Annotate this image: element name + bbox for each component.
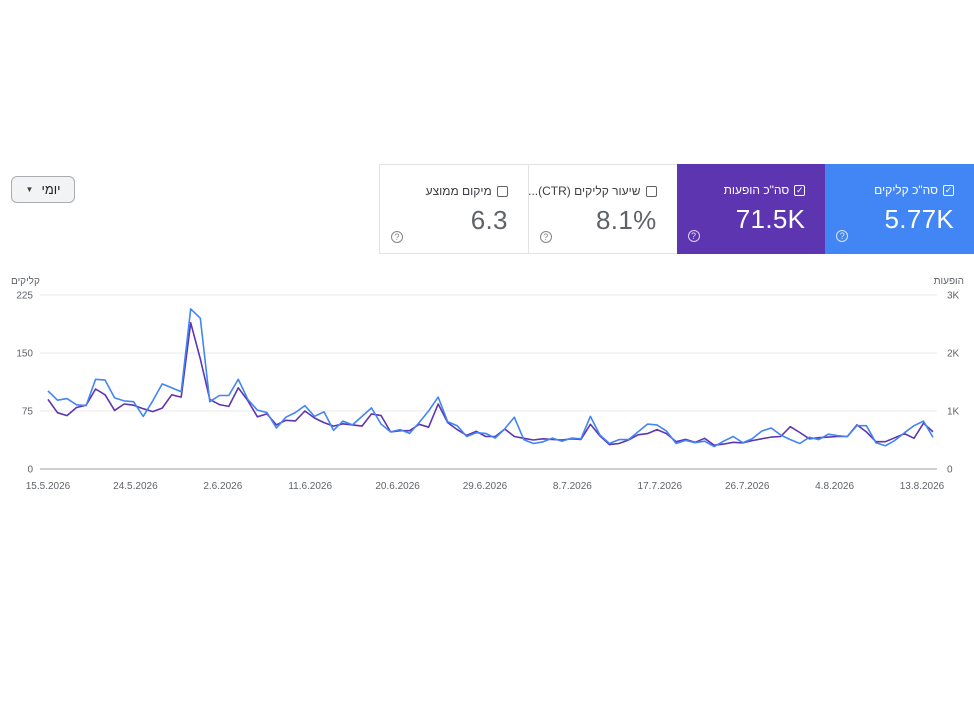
left-tick-label: 75 — [22, 407, 34, 418]
impressions-label: סה"כ הופעות — [723, 183, 790, 197]
period-dropdown-label: יומי — [41, 182, 61, 197]
left-axis-title: קליקים — [11, 276, 40, 287]
performance-chart[interactable]: 0 0 75 1K 150 2K 225 3K 15.5.2026 24.5.2026 2.6.20… — [0, 284, 974, 499]
clicks-card[interactable]: ✓ סה"כ קליקים 5.77K ? — [825, 164, 974, 254]
right-axis-title: הופעות — [933, 276, 964, 287]
ctr-value: 8.1% — [596, 205, 657, 235]
chevron-down-icon: ▼ — [25, 185, 34, 194]
checkbox-icon[interactable] — [645, 185, 657, 197]
avg-position-card[interactable]: מיקום ממוצע 6.3 ? — [379, 164, 528, 254]
x-tick-label: 15.5.2026 — [26, 481, 71, 492]
avg-position-label: מיקום ממוצע — [425, 184, 492, 198]
help-icon[interactable]: ? — [391, 231, 403, 243]
clicks-series-line — [47, 308, 934, 448]
ctr-card[interactable]: שיעור קליקים (CTR)... 8.1% ? — [527, 164, 677, 254]
right-tick-label: 1K — [947, 407, 960, 418]
clicks-value: 5.77K — [884, 204, 954, 234]
right-tick-label: 2K — [947, 349, 960, 360]
ctr-label: שיעור קליקים (CTR)... — [528, 184, 641, 198]
impressions-card[interactable]: ✓ סה"כ הופעות 71.5K ? — [676, 164, 826, 254]
right-tick-label: 0 — [947, 465, 953, 476]
help-icon[interactable]: ? — [539, 231, 552, 243]
help-icon[interactable]: ? — [687, 230, 700, 242]
x-tick-label: 20.6.2026 — [375, 481, 420, 492]
x-tick-label: 13.8.2026 — [900, 481, 945, 492]
x-tick-label: 29.6.2026 — [463, 481, 508, 492]
impressions-value: 71.5K — [735, 204, 806, 234]
clicks-label: סה"כ קליקים — [874, 183, 938, 197]
x-tick-label: 2.6.2026 — [203, 481, 242, 492]
x-tick-label: 17.7.2026 — [638, 481, 683, 492]
avg-position-value: 6.3 — [470, 205, 508, 235]
x-tick-label: 26.7.2026 — [725, 481, 770, 492]
x-tick-label: 8.7.2026 — [553, 481, 592, 492]
left-tick-label: 0 — [27, 465, 33, 476]
metric-cards: מיקום ממוצע 6.3 ? שיעור קליקים (CTR)... … — [379, 164, 974, 254]
x-tick-label: 24.5.2026 — [113, 481, 158, 492]
x-tick-label: 11.6.2026 — [288, 481, 332, 492]
x-tick-label: 4.8.2026 — [815, 481, 854, 492]
right-tick-label: 3K — [947, 291, 960, 302]
checkbox-checked-icon[interactable]: ✓ — [794, 184, 806, 196]
left-tick-label: 150 — [16, 349, 33, 360]
checkbox-checked-icon[interactable]: ✓ — [943, 184, 954, 196]
left-tick-label: 225 — [16, 291, 33, 302]
help-icon[interactable]: ? — [836, 230, 849, 242]
impressions-series-line — [47, 321, 934, 446]
period-dropdown[interactable]: יומי ▼ — [11, 176, 75, 203]
checkbox-icon[interactable] — [496, 185, 508, 197]
